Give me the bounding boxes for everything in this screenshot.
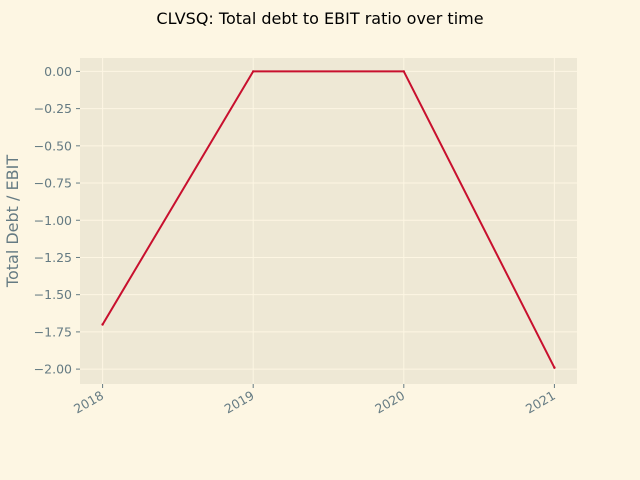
data-point — [402, 70, 406, 73]
y-axis-label: Total Debt / EBIT — [3, 155, 22, 288]
x-axis: 2018 2019 2020 2021 — [71, 384, 558, 417]
y-tick-label: −0.50 — [34, 138, 72, 153]
y-tick-label: −2.00 — [34, 362, 72, 377]
y-tick-label: −1.50 — [34, 287, 72, 302]
y-tick-label: −1.25 — [34, 250, 72, 265]
x-tick-label: 2021 — [523, 388, 558, 417]
data-point — [251, 70, 255, 73]
y-tick-label: −0.25 — [34, 101, 72, 116]
x-tick-label: 2020 — [372, 388, 407, 417]
series-group — [101, 70, 556, 369]
y-tick-label: 0.00 — [44, 64, 72, 79]
data-point — [101, 323, 104, 326]
x-tick-label: 2019 — [222, 388, 257, 417]
series-line — [101, 70, 556, 369]
y-tick-label: −0.75 — [34, 176, 72, 191]
x-tick-label: 2018 — [71, 388, 106, 417]
data-point — [553, 366, 556, 369]
y-tick-label: −1.75 — [34, 324, 72, 339]
y-tick-label: −1.00 — [34, 213, 72, 228]
grid-lines — [80, 58, 577, 384]
plot-area — [80, 58, 577, 384]
chart-title: CLVSQ: Total debt to EBIT ratio over tim… — [156, 9, 483, 28]
y-axis: 0.00 −0.25 −0.50 −0.75 −1.00 −1.25 −1.50 −1.75 −… — [34, 64, 80, 377]
